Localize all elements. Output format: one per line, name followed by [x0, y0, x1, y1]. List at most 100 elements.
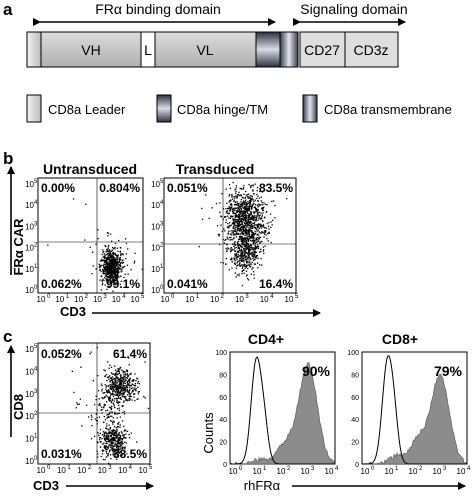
- event-dot: [106, 436, 108, 438]
- x-tick-exponent: 5: [141, 294, 145, 300]
- event-dot: [114, 365, 116, 367]
- event-dot: [237, 209, 239, 211]
- event-dot: [241, 257, 243, 259]
- event-dot: [226, 215, 229, 217]
- event-dot: [121, 405, 123, 407]
- event-dot: [234, 215, 236, 217]
- event-dot: [247, 240, 250, 243]
- event-dot: [253, 240, 255, 242]
- event-dot: [236, 244, 239, 246]
- event-dot: [119, 257, 121, 259]
- event-dot: [121, 379, 123, 381]
- event-dot: [240, 194, 242, 196]
- event-dot: [99, 269, 101, 271]
- event-dot: [120, 375, 122, 378]
- event-dot: [237, 229, 239, 231]
- event-dot: [256, 236, 258, 239]
- event-dot: [112, 246, 114, 249]
- event-dot: [109, 397, 111, 399]
- event-dot: [128, 389, 131, 391]
- event-dot: [254, 206, 256, 208]
- event-dot: [117, 449, 119, 451]
- event-dot: [243, 226, 245, 228]
- event-dot: [109, 407, 112, 409]
- event-dot: [133, 384, 135, 387]
- event-dot: [215, 202, 218, 205]
- event-dot: [105, 431, 107, 433]
- event-dot: [103, 263, 105, 265]
- event-dot: [112, 442, 115, 444]
- event-dot: [109, 267, 111, 269]
- event-dot: [257, 209, 259, 211]
- event-dot: [105, 427, 107, 429]
- event-dot: [234, 197, 236, 199]
- event-dot: [241, 213, 243, 215]
- event-dot: [119, 264, 122, 267]
- event-dot: [253, 277, 255, 279]
- event-dot: [113, 420, 115, 422]
- event-dot: [235, 192, 237, 195]
- event-dot: [243, 261, 245, 263]
- event-dot: [273, 200, 275, 202]
- event-dot: [109, 387, 111, 389]
- event-dot: [108, 271, 110, 273]
- event-dot: [116, 440, 119, 442]
- event-dot: [115, 392, 117, 394]
- q-ul: 0.052%: [41, 347, 82, 361]
- event-dot: [90, 414, 92, 417]
- event-dot: [108, 444, 110, 446]
- event-dot: [248, 232, 251, 234]
- event-dot: [115, 371, 118, 373]
- x-tick-exponent: 2: [88, 465, 92, 471]
- event-dot: [111, 437, 113, 439]
- event-dot: [235, 252, 238, 254]
- event-dot: [101, 284, 103, 286]
- event-dot: [244, 205, 246, 207]
- event-dot: [244, 254, 246, 256]
- q-lr: 99.1%: [106, 277, 140, 291]
- event-dot: [250, 246, 252, 249]
- event-dot: [116, 401, 118, 403]
- event-dot: [236, 257, 238, 259]
- event-dot: [261, 217, 263, 220]
- event-dot: [241, 242, 244, 244]
- event-dot: [110, 262, 112, 265]
- event-dot: [128, 392, 130, 394]
- event-dot: [81, 425, 83, 427]
- event-dot: [103, 266, 105, 268]
- event-dot: [249, 222, 251, 224]
- event-dot: [255, 249, 257, 251]
- event-dot: [108, 397, 111, 399]
- event-dot: [246, 212, 248, 214]
- event-dot: [108, 446, 110, 448]
- event-dot: [246, 230, 248, 232]
- event-dot: [103, 433, 105, 436]
- event-dot: [113, 400, 116, 402]
- event-dot: [110, 266, 113, 268]
- event-dot: [241, 231, 244, 233]
- event-dot: [245, 209, 247, 211]
- event-dot: [126, 369, 129, 371]
- event-dot: [116, 380, 118, 382]
- event-dot: [245, 245, 247, 247]
- event-dot: [120, 431, 123, 433]
- event-dot: [100, 276, 102, 278]
- event-dot: [112, 253, 115, 256]
- x-tick-exponent: 4: [129, 465, 133, 471]
- event-dot: [241, 241, 244, 243]
- event-dot: [113, 384, 115, 386]
- event-dot: [238, 202, 240, 205]
- event-dot: [245, 265, 247, 267]
- event-dot: [128, 386, 131, 388]
- event-dot: [120, 382, 123, 384]
- event-dot: [257, 244, 259, 246]
- event-dot: [242, 244, 244, 246]
- event-dot: [230, 236, 232, 239]
- event-dot: [102, 450, 104, 452]
- y-tick-exponent: 0: [34, 456, 38, 462]
- event-dot: [243, 244, 246, 246]
- event-dot: [126, 377, 129, 379]
- event-dot: [122, 262, 125, 264]
- event-dot: [249, 213, 251, 215]
- q-ll: 0.031%: [41, 447, 82, 461]
